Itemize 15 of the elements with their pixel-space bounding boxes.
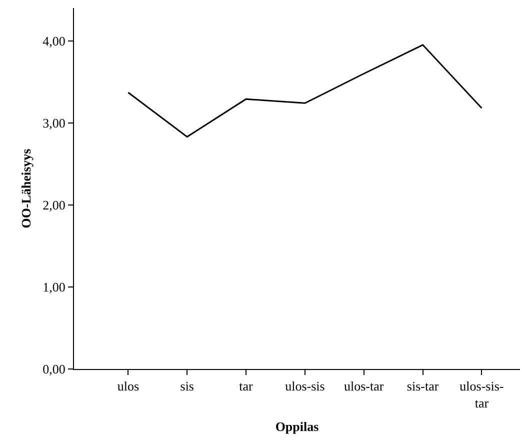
y-axis-title: OO-Läheisyys: [18, 148, 34, 228]
x-tick-label: ulos-sis: [285, 378, 325, 394]
x-tick-label: ulos: [117, 378, 140, 394]
y-tick-label: 3,00: [42, 115, 66, 130]
x-tick-label: sis: [180, 378, 194, 394]
y-tick-label: 0,00: [42, 362, 66, 377]
x-tick-label: ulos-sis-tar: [460, 378, 504, 410]
x-axis-title: Oppilas: [275, 419, 319, 434]
line-series: [127, 44, 482, 138]
y-tick-label: 4,00: [42, 33, 66, 48]
x-tick-label: sis-tar: [406, 378, 440, 394]
x-tick-label: ulos-tar: [344, 378, 384, 394]
x-tick-label: tar: [239, 378, 254, 394]
y-tick-label: 1,00: [42, 280, 66, 294]
y-tick-label: 2,00: [42, 197, 66, 212]
